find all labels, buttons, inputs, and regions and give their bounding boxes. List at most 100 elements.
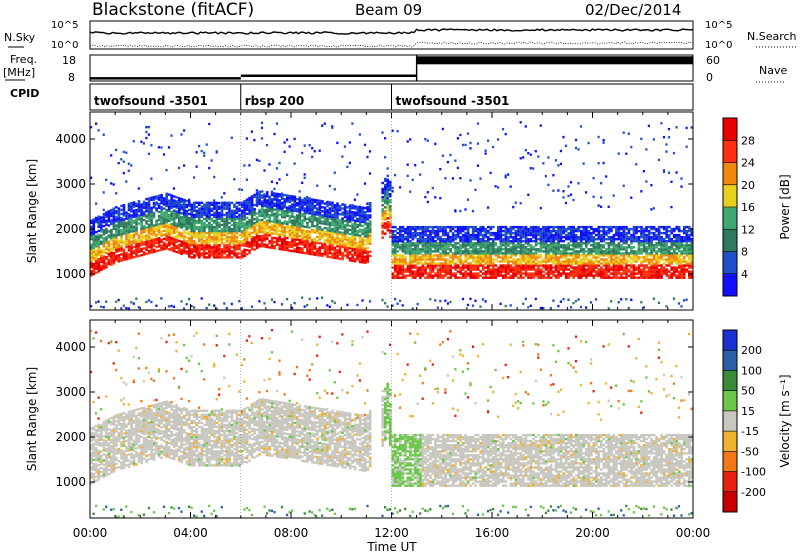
power-pixel [547, 236, 550, 239]
power-pixel [238, 240, 241, 243]
power-pixel [268, 163, 271, 166]
power-pixel [368, 232, 372, 235]
power-pixel [574, 244, 578, 247]
power-pixel [441, 231, 445, 235]
power-pixel [509, 252, 513, 255]
power-pixel [193, 219, 196, 223]
power-pixel [92, 252, 96, 255]
power-pixel [474, 188, 477, 191]
power-pixel [296, 236, 299, 239]
power-pixel [298, 249, 302, 252]
power-pixel [326, 213, 329, 216]
power-pixel [253, 244, 256, 247]
power-pixel [167, 248, 171, 251]
power-pixel [240, 307, 243, 310]
power-pixel [288, 219, 292, 222]
power-pixel [170, 134, 173, 137]
power-pixel [597, 242, 601, 245]
power-pixel [469, 252, 472, 255]
power-pixel [600, 182, 603, 185]
power-pixel [100, 248, 103, 251]
power-pixel [406, 246, 410, 249]
power-pixel [585, 229, 588, 233]
power-pixel [517, 231, 520, 235]
power-pixel [263, 208, 266, 212]
power-pixel [283, 214, 287, 217]
power-pixel [100, 222, 103, 225]
power-pixel [100, 220, 103, 223]
power-pixel [509, 274, 513, 277]
power-pixel [552, 229, 555, 233]
power-pixel [414, 276, 417, 279]
power-pixel [386, 202, 390, 206]
power-pixel [554, 231, 558, 235]
power-pixel [381, 218, 384, 221]
power-pixel [431, 246, 435, 249]
power-pixel [245, 178, 248, 181]
power-pixel [208, 229, 211, 233]
power-pixel [265, 213, 269, 216]
power-pixel [464, 276, 467, 279]
power-pixel [240, 221, 244, 225]
power-pixel [389, 223, 392, 226]
power-pixel [112, 260, 116, 263]
power-pixel [157, 222, 161, 226]
power-pixel [439, 244, 442, 247]
power-pixel [250, 203, 254, 206]
power-pixel [424, 268, 427, 271]
power-pixel [218, 225, 221, 229]
power-pixel [328, 225, 332, 228]
power-pixel [240, 217, 244, 221]
power-pixel [396, 227, 400, 231]
power-pixel [527, 248, 530, 251]
power-pixel [205, 205, 209, 208]
power-pixel [142, 231, 146, 234]
power-pixel [434, 274, 437, 277]
power-pixel [597, 264, 601, 267]
power-pixel [326, 200, 329, 204]
power-pixel [213, 246, 216, 249]
power-pixel [97, 225, 101, 228]
power-pixel [100, 216, 103, 219]
power-pixel [409, 250, 412, 253]
power-pixel [331, 126, 334, 129]
power-pixel [200, 207, 204, 210]
power-pixel [155, 197, 158, 200]
power-pixel [323, 238, 327, 242]
power-pixel [172, 241, 176, 245]
power-pixel [150, 300, 153, 304]
power-pixel [461, 236, 465, 239]
power-pixel [177, 197, 181, 200]
power-pixel [504, 229, 508, 233]
power-pixel [559, 238, 563, 241]
power-pixel [316, 223, 319, 226]
power-pixel [150, 198, 153, 201]
power-pixel [459, 225, 462, 229]
power-pixel [409, 240, 412, 243]
power-pixel [338, 213, 342, 216]
power-pixel [509, 266, 513, 269]
power-pixel [198, 236, 201, 239]
power-pixel [225, 211, 229, 215]
power-pixel [185, 211, 189, 215]
power-pixel [230, 229, 234, 233]
power-pixel [130, 254, 133, 258]
power-pixel [193, 205, 196, 208]
power-pixel [421, 274, 425, 277]
power-pixel [105, 215, 108, 218]
power-pixel [361, 206, 364, 209]
power-pixel [474, 242, 477, 245]
power-pixel [346, 228, 349, 231]
power-pixel [311, 210, 314, 213]
power-pixel [552, 256, 555, 259]
power-pixel [215, 213, 219, 217]
power-pixel [268, 205, 271, 209]
power-pixel [366, 242, 369, 245]
power-pixel [215, 207, 219, 210]
power-pixel [308, 246, 312, 249]
power-pixel [552, 246, 555, 249]
power-pixel [399, 186, 402, 189]
power-pixel [200, 297, 203, 300]
power-pixel [112, 245, 116, 249]
power-pixel [245, 245, 249, 248]
